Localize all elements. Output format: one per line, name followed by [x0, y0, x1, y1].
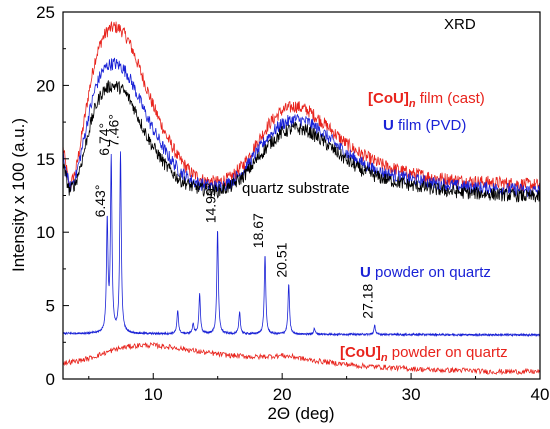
annotation-cou-powder-suffix: powder on quartz — [388, 344, 508, 361]
annotation-quartz-substrate: quartz substrate — [242, 180, 350, 197]
peak-label-2: 7.46° — [106, 114, 122, 147]
y-axis-title: Intensity x 100 (a.u.) — [9, 118, 28, 272]
annotation-u-powder: U powder on quartz — [360, 264, 491, 281]
peak-label-11: 27.18 — [360, 283, 376, 318]
annotation-cou-powder-prefix: [CoU] — [340, 344, 381, 361]
series-line-2 — [63, 80, 540, 203]
x-tick-label-3: 40 — [531, 385, 550, 404]
annotation-cou-film-cast-suffix: film (cast) — [416, 90, 485, 107]
corner-label: XRD — [444, 16, 476, 33]
annotation-u-powder-prefix: U — [360, 264, 371, 281]
peak-label-8: 18.67 — [250, 213, 266, 248]
annotation-cou-powder: [CoU]n powder on quartz — [340, 344, 508, 364]
x-tick-label-0: 10 — [144, 385, 163, 404]
series-line-3 — [63, 151, 540, 338]
series-line-4 — [63, 341, 540, 376]
y-tick-label-3: 15 — [36, 150, 55, 169]
x-axis-title: 2Θ (deg) — [267, 404, 334, 423]
peak-label-6: 14.99° — [203, 183, 219, 224]
annotation-u-powder-suffix: powder on quartz — [371, 264, 491, 281]
y-tick-label-5: 25 — [36, 3, 55, 22]
peak-label-1: 6.74° — [96, 123, 112, 156]
annotation-cou-powder-sub: n — [381, 352, 388, 364]
series-line-0 — [63, 21, 540, 192]
annotation-cou-film-cast-sub: n — [409, 98, 416, 110]
y-tick-label-1: 5 — [46, 297, 55, 316]
y-tick-label-2: 10 — [36, 223, 55, 242]
annotation-cou-film-cast: [CoU]n film (cast) — [368, 90, 485, 110]
annotation-cou-film-cast-prefix: [CoU] — [368, 90, 409, 107]
y-tick-label-4: 20 — [36, 76, 55, 95]
peak-label-0: 6.43° — [92, 185, 108, 218]
peak-labels: 6.43° 6.74°7.46° 14.99° 18.67 20.51 27.18 — [92, 114, 376, 319]
x-tick-label-2: 30 — [402, 385, 421, 404]
series-layer — [63, 21, 540, 376]
annotation-u-film-pvd: U film (PVD) — [383, 117, 466, 134]
ticks-layer: 10 20 30 40 0 5 10 15 20 25 — [36, 3, 549, 404]
annotation-quartz-substrate-suffix: quartz substrate — [242, 180, 350, 197]
annotation-u-film-pvd-suffix: film (PVD) — [394, 117, 467, 134]
peak-label-9: 20.51 — [274, 242, 290, 277]
x-tick-label-1: 20 — [273, 385, 292, 404]
y-tick-label-0: 0 — [46, 370, 55, 389]
annotation-u-film-pvd-prefix: U — [383, 117, 394, 134]
series-line-1 — [63, 57, 540, 198]
